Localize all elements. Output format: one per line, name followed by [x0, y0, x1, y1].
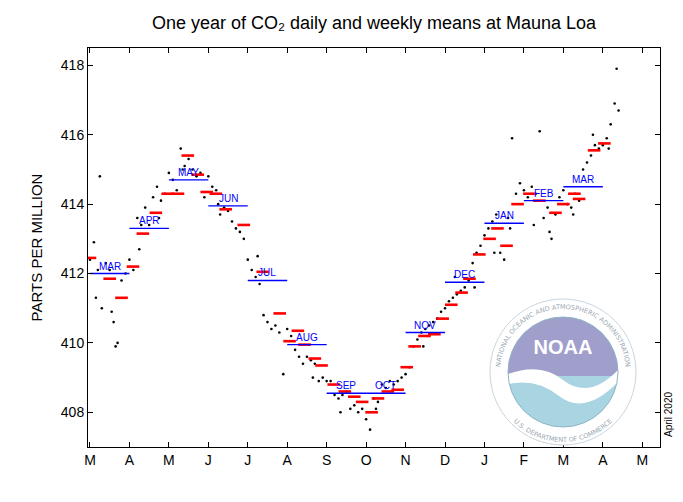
svg-text:M: M: [163, 452, 175, 468]
svg-text:408: 408: [61, 404, 85, 420]
svg-text:NOAA: NOAA: [534, 336, 593, 358]
svg-text:April 2020: April 2020: [663, 392, 674, 437]
svg-text:MAR: MAR: [99, 261, 121, 272]
svg-text:NOV: NOV: [414, 320, 436, 331]
svg-text:412: 412: [61, 265, 85, 281]
svg-text:NATIONAL OCEANIC AND ATMOSPHER: NATIONAL OCEANIC AND ATMOSPHERIC ADMINIS…: [494, 303, 632, 368]
svg-text:APR: APR: [139, 215, 160, 226]
svg-text:D: D: [440, 452, 450, 468]
svg-text:F: F: [520, 452, 529, 468]
svg-text:MAY: MAY: [178, 167, 199, 178]
svg-text:AUG: AUG: [296, 332, 318, 343]
svg-text:U.S. DEPARTMENT OF COMMERCE: U.S. DEPARTMENT OF COMMERCE: [512, 417, 614, 444]
svg-text:O: O: [361, 452, 372, 468]
svg-text:SEP: SEP: [336, 380, 356, 391]
svg-text:FEB: FEB: [534, 188, 554, 199]
svg-text:M: M: [558, 452, 570, 468]
svg-text:J: J: [481, 452, 488, 468]
svg-text:416: 416: [61, 127, 85, 143]
svg-text:N: N: [400, 452, 410, 468]
svg-text:One year of CO₂ daily and week: One year of CO₂ daily and weekly means a…: [152, 13, 597, 33]
svg-text:M: M: [84, 452, 96, 468]
svg-text:MAR: MAR: [572, 174, 594, 185]
svg-text:OCT: OCT: [375, 380, 396, 391]
svg-text:414: 414: [61, 196, 85, 212]
svg-text:A: A: [283, 452, 293, 468]
svg-text:M: M: [636, 452, 648, 468]
svg-text:418: 418: [61, 57, 85, 73]
svg-text:J: J: [205, 452, 212, 468]
svg-text:J: J: [244, 452, 251, 468]
svg-text:DEC: DEC: [454, 269, 475, 280]
svg-text:JAN: JAN: [495, 210, 514, 221]
svg-text:A: A: [125, 452, 135, 468]
svg-text:410: 410: [61, 335, 85, 351]
svg-text:S: S: [322, 452, 331, 468]
svg-text:JUL: JUL: [258, 267, 276, 278]
svg-text:PARTS PER MILLION: PARTS PER MILLION: [28, 174, 45, 322]
svg-text:A: A: [598, 452, 608, 468]
svg-text:JUN: JUN: [219, 193, 238, 204]
